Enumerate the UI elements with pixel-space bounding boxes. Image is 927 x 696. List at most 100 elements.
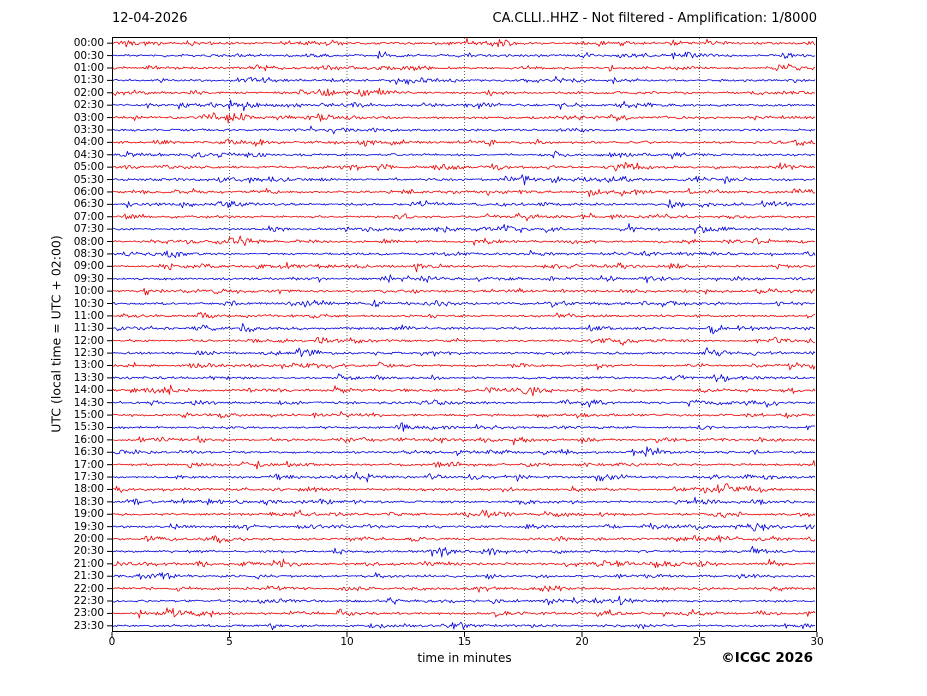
y-tick-label: 12:00 (73, 334, 104, 347)
seismo-trace-22:30 (112, 595, 816, 606)
seismo-trace-19:30 (112, 522, 816, 532)
seismo-trace-09:00 (112, 261, 816, 273)
station-title: CA.CLLI..HHZ - Not filtered - Amplificat… (492, 11, 818, 26)
y-tick-label: 20:00 (73, 533, 104, 546)
y-tick-label: 09:00 (73, 260, 104, 273)
seismo-trace-22:00 (112, 585, 816, 593)
y-tick-label: 11:00 (73, 309, 104, 322)
seismo-trace-05:30 (112, 174, 816, 186)
y-tick-label: 01:30 (73, 74, 104, 87)
y-tick-label: 16:00 (73, 433, 104, 446)
seismo-trace-16:30 (112, 446, 816, 457)
y-tick-label: 08:30 (73, 247, 104, 260)
x-tick-label: 10 (340, 636, 354, 648)
seismo-trace-21:00 (113, 558, 816, 569)
seismo-trace-18:30 (112, 496, 816, 506)
y-tick-label: 09:30 (73, 272, 104, 285)
y-tick-label: 18:30 (73, 495, 104, 508)
seismo-trace-03:00 (112, 112, 816, 124)
seismo-trace-08:30 (112, 249, 816, 259)
seismo-trace-14:30 (112, 399, 816, 408)
y-tick-label: 18:00 (73, 483, 104, 496)
seismo-trace-04:00 (112, 138, 816, 147)
y-tick-label: 03:00 (73, 111, 104, 124)
seismo-trace-15:30 (112, 422, 816, 432)
seismo-trace-12:30 (112, 347, 816, 358)
y-tick-label: 22:30 (73, 595, 104, 607)
y-tick-label: 15:30 (73, 421, 104, 434)
x-tick-label: 5 (226, 636, 233, 648)
seismo-trace-01:30 (112, 75, 816, 85)
seismo-trace-10:00 (112, 287, 816, 296)
y-tick-label: 07:00 (73, 210, 104, 223)
seismo-trace-06:30 (113, 199, 816, 209)
seismo-trace-03:30 (112, 125, 816, 135)
y-tick-label: 23:30 (73, 619, 104, 632)
y-tick-label: 10:30 (73, 297, 104, 310)
y-tick-label: 20:30 (73, 545, 104, 558)
seismo-trace-19:00 (112, 509, 816, 518)
y-tick-label: 12:30 (73, 347, 104, 360)
y-tick-label: 21:30 (73, 570, 104, 583)
y-tick-label: 14:30 (73, 396, 104, 409)
y-tick-label: 02:30 (73, 99, 104, 112)
y-tick-label: 03:30 (73, 123, 104, 136)
seismo-trace-23:30 (112, 621, 816, 631)
y-tick-label: 13:00 (73, 359, 104, 372)
seismo-trace-12:00 (113, 336, 816, 346)
y-tick-label: 17:30 (73, 471, 104, 484)
seismo-trace-14:00 (112, 384, 816, 397)
y-tick-label: 14:00 (73, 384, 104, 397)
x-tick-label: 20 (575, 636, 589, 648)
y-tick-label: 07:30 (73, 223, 104, 236)
seismo-trace-10:30 (112, 299, 816, 308)
y-tick-label: 01:00 (73, 61, 104, 74)
seismo-trace-07:30 (112, 223, 816, 235)
seismo-trace-18:00 (113, 483, 816, 494)
copyright-text: ©ICGC 2026 (721, 650, 813, 666)
seismo-trace-16:00 (112, 435, 816, 446)
seismo-trace-17:30 (112, 471, 816, 483)
seismo-trace-15:00 (113, 410, 816, 419)
y-tick-label: 15:00 (73, 409, 104, 422)
seismo-trace-01:00 (112, 63, 816, 72)
y-tick-label: 10:00 (73, 285, 104, 298)
seismo-trace-08:00 (112, 235, 816, 247)
seismo-trace-11:30 (112, 323, 816, 335)
y-tick-label: 02:00 (73, 86, 104, 99)
y-tick-label: 22:00 (73, 582, 104, 595)
x-axis-label: time in minutes (417, 651, 512, 665)
y-tick-label: 19:00 (73, 508, 104, 521)
y-tick-label: 06:00 (73, 185, 104, 198)
seismo-trace-04:30 (112, 150, 816, 160)
y-tick-label: 04:00 (73, 136, 104, 149)
seismo-trace-00:30 (112, 50, 816, 60)
seismo-trace-00:00 (112, 37, 816, 48)
seismo-trace-11:00 (112, 311, 816, 319)
y-tick-label: 05:30 (73, 173, 104, 186)
x-tick-label: 15 (457, 636, 472, 648)
seismo-trace-23:00 (112, 607, 816, 619)
seismo-trace-02:30 (112, 99, 816, 112)
y-tick-label: 05:00 (73, 161, 104, 174)
seismo-trace-13:30 (112, 373, 816, 383)
seismo-trace-02:00 (112, 87, 816, 97)
y-tick-label: 19:30 (73, 520, 104, 533)
seismo-trace-20:30 (112, 545, 816, 558)
y-tick-label: 13:30 (73, 371, 104, 384)
y-tick-label: 00:30 (73, 49, 104, 62)
seismo-trace-13:00 (112, 361, 816, 371)
y-tick-label: 21:00 (73, 557, 104, 570)
seismo-trace-06:00 (112, 187, 816, 198)
seismo-trace-09:30 (112, 274, 816, 284)
y-tick-label: 08:00 (73, 235, 104, 248)
y-tick-label: 06:30 (73, 198, 104, 211)
seismo-trace-07:00 (112, 212, 816, 222)
y-tick-label: 00:00 (73, 37, 104, 50)
y-tick-label: 23:00 (73, 607, 104, 620)
x-tick-label: 30 (810, 636, 824, 648)
seismo-trace-05:00 (112, 161, 816, 172)
y-tick-label: 11:30 (73, 322, 104, 335)
